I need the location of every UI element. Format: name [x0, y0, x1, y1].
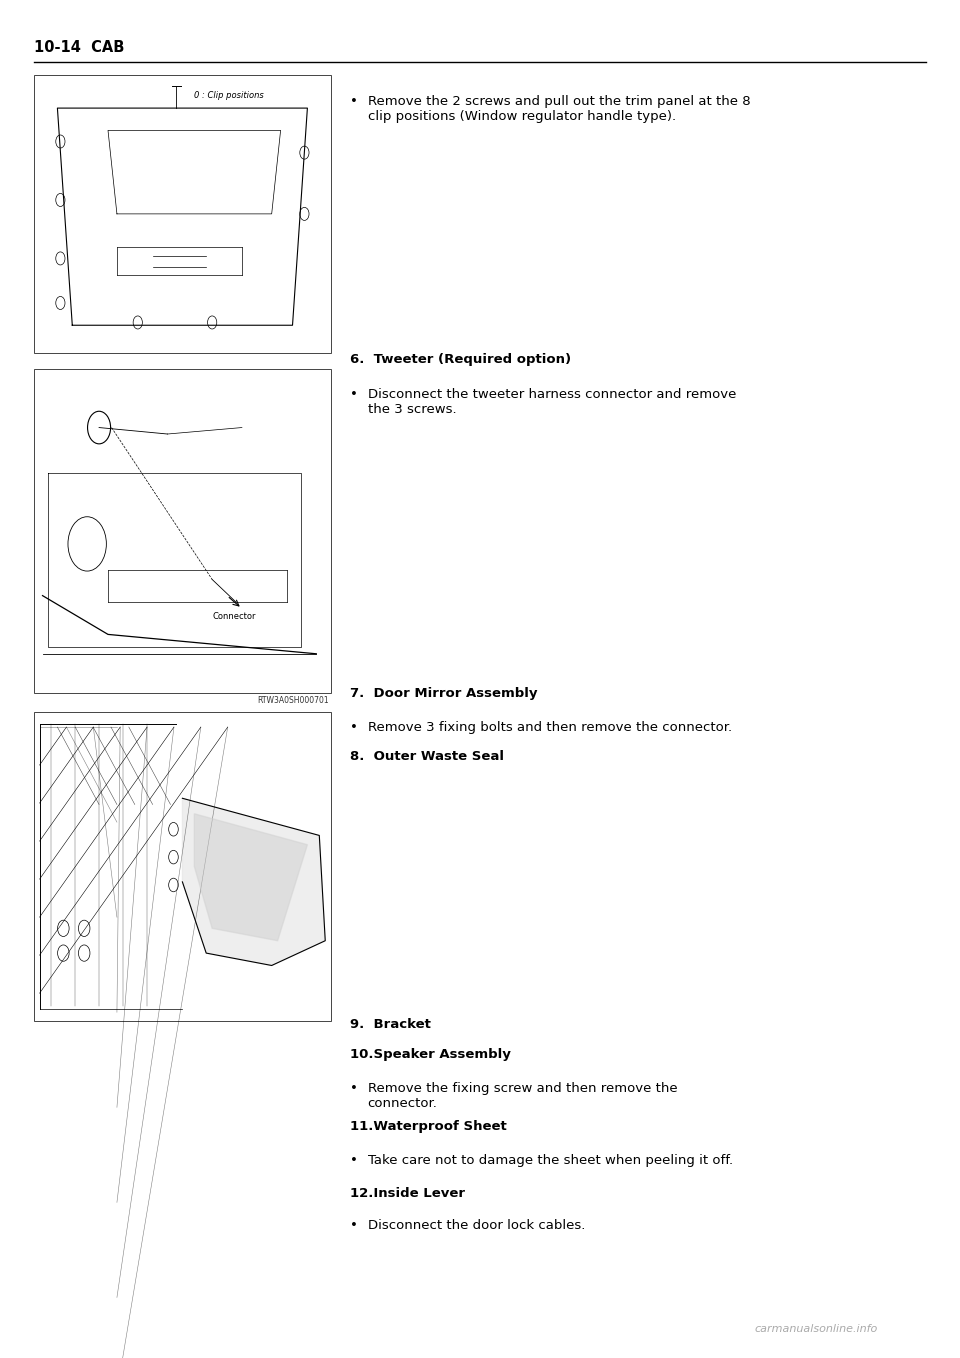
Text: 0 : Clip positions: 0 : Clip positions [194, 91, 264, 100]
Text: 7.  Door Mirror Assembly: 7. Door Mirror Assembly [350, 687, 538, 701]
Text: Remove 3 fixing bolts and then remove the connector.: Remove 3 fixing bolts and then remove th… [368, 721, 732, 735]
Text: Remove the 2 screws and pull out the trim panel at the 8
clip positions (Window : Remove the 2 screws and pull out the tri… [368, 95, 751, 124]
Text: 9.  Bracket: 9. Bracket [350, 1018, 431, 1032]
Text: Connector: Connector [212, 611, 255, 621]
Text: •: • [350, 1154, 358, 1168]
Text: Disconnect the tweeter harness connector and remove
the 3 screws.: Disconnect the tweeter harness connector… [368, 388, 736, 417]
Text: 8.  Outer Waste Seal: 8. Outer Waste Seal [350, 750, 504, 763]
Text: Disconnect the door lock cables.: Disconnect the door lock cables. [368, 1219, 585, 1233]
Text: 6.  Tweeter (Required option): 6. Tweeter (Required option) [350, 353, 571, 367]
Text: •: • [350, 95, 358, 109]
Text: Take care not to damage the sheet when peeling it off.: Take care not to damage the sheet when p… [368, 1154, 732, 1168]
Text: Remove the fixing screw and then remove the
connector.: Remove the fixing screw and then remove … [368, 1082, 678, 1111]
Text: •: • [350, 1219, 358, 1233]
Text: carmanualsonline.info: carmanualsonline.info [755, 1324, 877, 1334]
Text: 10.Speaker Assembly: 10.Speaker Assembly [350, 1048, 512, 1062]
Bar [34, 712, 331, 1021]
Polygon shape [182, 799, 325, 966]
Bar [34, 369, 331, 693]
Text: 11.Waterproof Sheet: 11.Waterproof Sheet [350, 1120, 507, 1134]
Text: 10-14  CAB: 10-14 CAB [34, 39, 124, 54]
Text: •: • [350, 721, 358, 735]
Polygon shape [194, 813, 307, 941]
Text: 12.Inside Lever: 12.Inside Lever [350, 1187, 466, 1200]
Text: RTW3A0SH000701: RTW3A0SH000701 [257, 695, 329, 705]
Text: •: • [350, 388, 358, 402]
Text: •: • [350, 1082, 358, 1096]
Bar [34, 75, 331, 353]
